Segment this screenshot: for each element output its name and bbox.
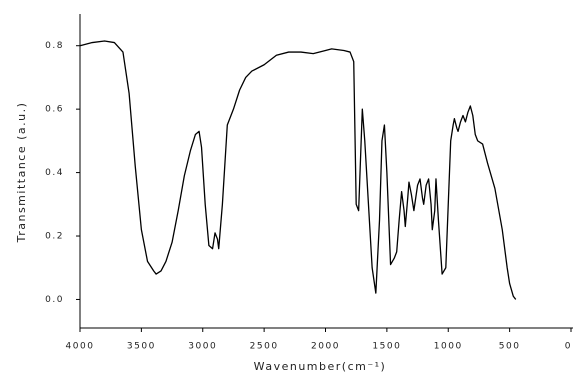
x-axis-label: Wavenumber(cm⁻¹)	[254, 360, 387, 373]
y-tick-label: 0.2	[45, 232, 64, 242]
x-tick-label: 500	[499, 342, 521, 352]
x-tick-label: 0	[565, 342, 572, 352]
x-tick-label: 2000	[311, 342, 340, 352]
x-tick-label: 1500	[372, 342, 401, 352]
x-tick-label: 1000	[434, 342, 463, 352]
x-tick-label: 3000	[188, 342, 217, 352]
x-tick-label: 4000	[66, 342, 95, 352]
spectrum-line	[79, 40, 517, 300]
y-tick-label: 0.6	[45, 105, 64, 115]
x-tick-label: 3500	[127, 342, 156, 352]
y-tick-label: 0.4	[45, 168, 64, 178]
x-tick-label: 2500	[250, 342, 279, 352]
y-tick-label: 0.0	[45, 295, 64, 305]
y-tick-label: 0.8	[45, 41, 64, 51]
y-axis-label: Transmittance (a.u.)	[15, 102, 28, 244]
